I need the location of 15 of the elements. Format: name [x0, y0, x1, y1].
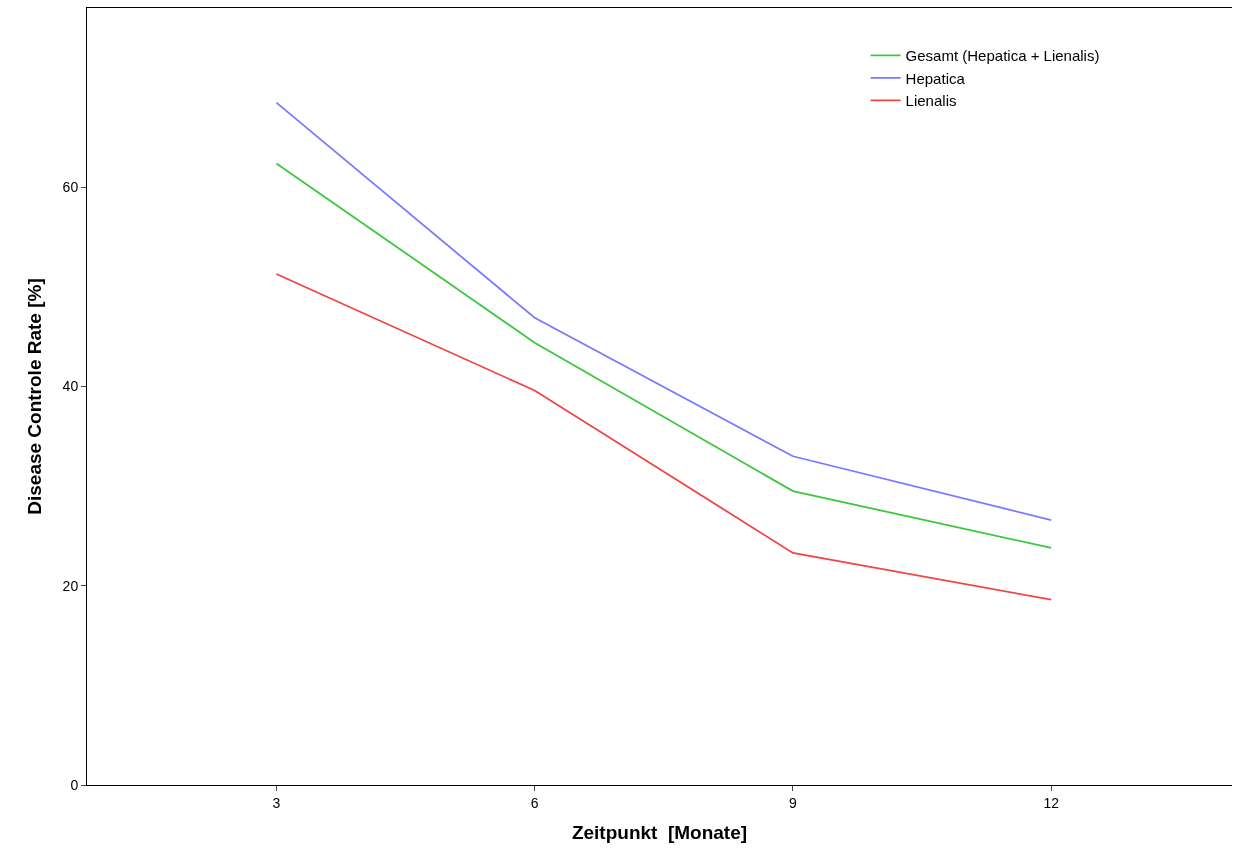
- x-tick-label: 6: [530, 794, 539, 811]
- legend-label: Hepatica: [905, 69, 966, 87]
- y-axis-title: Disease Controle Rate [%]: [24, 278, 46, 515]
- x-tick-label: 12: [1043, 794, 1060, 811]
- y-tick-label: 60: [62, 179, 79, 196]
- legend-label: Gesamt (Hepatica + Lienalis): [905, 47, 1100, 65]
- y-tick-label: 0: [70, 776, 79, 793]
- y-tick-label: 20: [62, 577, 79, 594]
- x-tick-label: 9: [789, 794, 798, 811]
- x-tick-label: 3: [272, 794, 281, 811]
- line-series: [275, 273, 1053, 601]
- line-series: [275, 162, 1053, 549]
- x-axis-title: Zeitpunkt [Monate]: [571, 821, 748, 843]
- legend-label: Lienalis: [905, 92, 957, 110]
- y-tick-label: 40: [62, 378, 79, 395]
